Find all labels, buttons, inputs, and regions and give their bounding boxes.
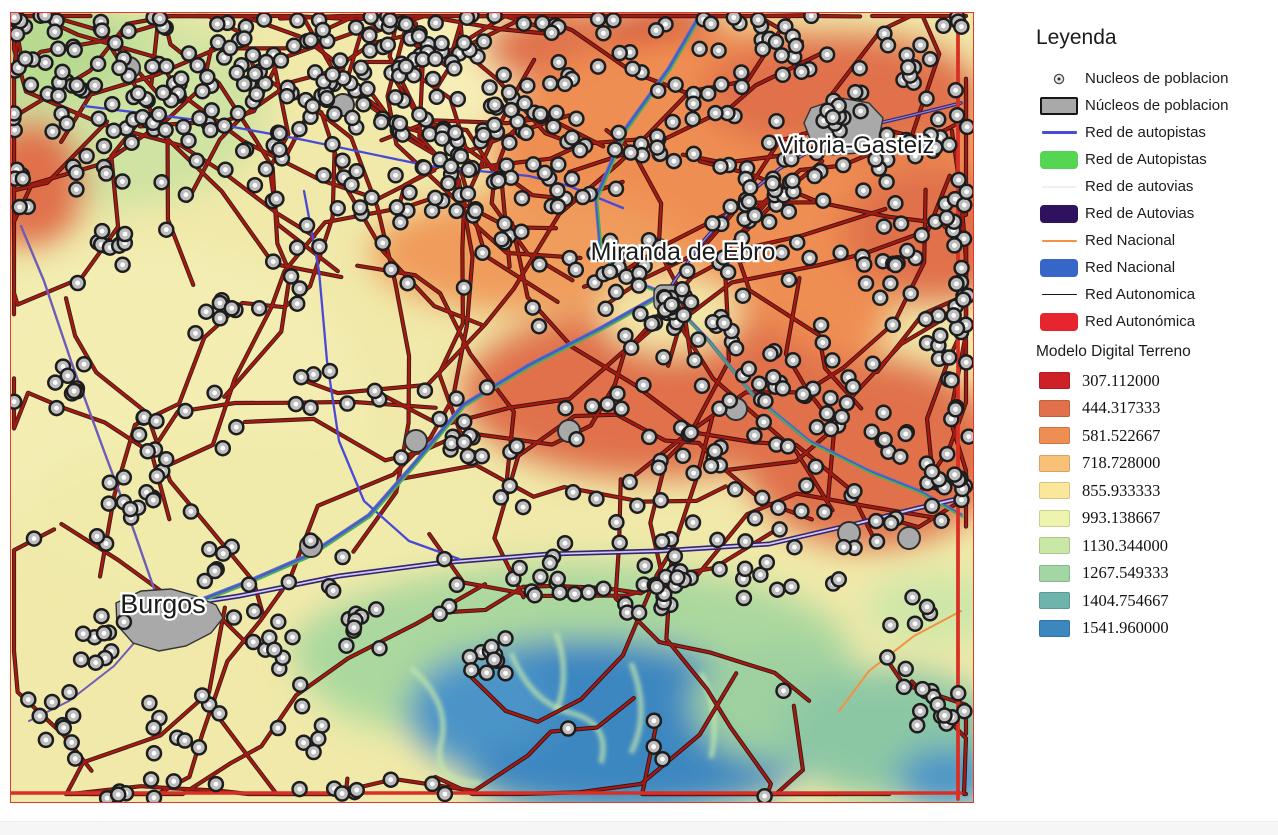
valley-texture bbox=[409, 632, 717, 786]
map-canvas[interactable]: Vitoria-Gasteiz Miranda de Ebro Burgos bbox=[10, 12, 974, 803]
raster-class-swatch bbox=[1039, 537, 1070, 555]
raster-class-row: 1130.344000 bbox=[1036, 532, 1274, 560]
raster-class-row: 1404.754667 bbox=[1036, 587, 1274, 615]
legend-items: Nucleos de poblacion Núcleos de poblacion… bbox=[1036, 65, 1274, 335]
point-marker-icon bbox=[1036, 71, 1082, 87]
raster-class-swatch bbox=[1039, 372, 1070, 390]
legend-title: Leyenda bbox=[1036, 26, 1117, 49]
legend-item-label: Red de autopistas bbox=[1085, 124, 1206, 141]
line-swatch-icon bbox=[1036, 185, 1082, 188]
raster-class-row: 1541.960000 bbox=[1036, 615, 1274, 643]
raster-class-row: 307.112000 bbox=[1036, 367, 1274, 395]
polygon-swatch-icon bbox=[1036, 258, 1082, 277]
legend-item-label: Red de autovias bbox=[1085, 178, 1194, 195]
legend-item-label: Red Nacional bbox=[1085, 232, 1176, 249]
legend-item: Red de autovias bbox=[1036, 173, 1274, 200]
raster-class-swatch bbox=[1039, 592, 1070, 610]
raster-class-swatch bbox=[1039, 454, 1070, 472]
raster-class-row: 993.138667 bbox=[1036, 505, 1274, 533]
raster-class-value: 855.933333 bbox=[1082, 480, 1161, 500]
raster-class-row: 855.933333 bbox=[1036, 477, 1274, 505]
raster-class-value: 1541.960000 bbox=[1082, 618, 1169, 638]
raster-class-swatch bbox=[1039, 427, 1070, 445]
legend-raster-title: Modelo Digital Terreno bbox=[1036, 343, 1191, 360]
raster-class-row: 1267.549333 bbox=[1036, 560, 1274, 588]
raster-class-value: 307.112000 bbox=[1082, 370, 1160, 390]
legend-panel: Leyenda Nucleos de poblacion Núcleos de p… bbox=[1036, 26, 1274, 642]
city-label: Vitoria-Gasteiz bbox=[778, 132, 935, 159]
line-swatch-icon bbox=[1036, 293, 1082, 296]
city-label: Miranda de Ebro bbox=[591, 238, 776, 266]
raster-class-value: 1404.754667 bbox=[1082, 590, 1169, 610]
raster-class-value: 444.317333 bbox=[1082, 398, 1161, 418]
line-swatch-icon bbox=[1036, 239, 1082, 242]
polygon-swatch-icon bbox=[1036, 312, 1082, 331]
raster-class-value: 581.522667 bbox=[1082, 425, 1161, 445]
raster-class-swatch bbox=[1039, 564, 1070, 582]
legend-item: Red Autonómica bbox=[1036, 308, 1274, 335]
raster-class-value: 1130.344000 bbox=[1082, 535, 1169, 555]
legend-item-label: Red Autonómica bbox=[1085, 313, 1196, 330]
legend-item-label: Red Nacional bbox=[1085, 259, 1176, 276]
legend-item-label: Núcleos de poblacion bbox=[1085, 97, 1229, 114]
raster-class-swatch bbox=[1039, 482, 1070, 500]
legend-item-label: Nucleos de poblacion bbox=[1085, 70, 1229, 87]
raster-class-row: 581.522667 bbox=[1036, 422, 1274, 450]
raster-class-swatch bbox=[1039, 399, 1070, 417]
line-swatch-icon bbox=[1036, 131, 1082, 134]
polygon-swatch-icon bbox=[1036, 150, 1082, 169]
legend-item: Núcleos de poblacion bbox=[1036, 92, 1274, 119]
raster-class-swatch bbox=[1039, 619, 1070, 637]
legend-item-label: Red Autonomica bbox=[1085, 286, 1196, 303]
legend-item-label: Red de Autovias bbox=[1085, 205, 1195, 222]
legend-item: Red de Autopistas bbox=[1036, 146, 1274, 173]
raster-class-value: 718.728000 bbox=[1082, 453, 1161, 473]
polygon-swatch-icon bbox=[1036, 96, 1082, 115]
map-svg: Vitoria-Gasteiz Miranda de Ebro Burgos bbox=[11, 13, 973, 802]
legend-item: Red Nacional bbox=[1036, 254, 1274, 281]
raster-class-swatch bbox=[1039, 509, 1070, 527]
legend-item: Red de autopistas bbox=[1036, 119, 1274, 146]
city-label: Burgos bbox=[120, 589, 206, 619]
legend-item: Red Autonomica bbox=[1036, 281, 1274, 308]
legend-item: Red Nacional bbox=[1036, 227, 1274, 254]
legend-item-label: Red de Autopistas bbox=[1085, 151, 1207, 168]
raster-class-row: 444.317333 bbox=[1036, 395, 1274, 423]
legend-raster-ramp: 307.112000 444.317333 581.522667 718.728000… bbox=[1036, 367, 1274, 642]
raster-class-value: 993.138667 bbox=[1082, 508, 1161, 528]
raster-class-row: 718.728000 bbox=[1036, 450, 1274, 478]
legend-item: Nucleos de poblacion bbox=[1036, 65, 1274, 92]
legend-item: Red de Autovias bbox=[1036, 200, 1274, 227]
bottom-bar bbox=[0, 821, 1278, 835]
labels-layer: Vitoria-Gasteiz Miranda de Ebro Burgos bbox=[118, 130, 937, 622]
polygon-swatch-icon bbox=[1036, 204, 1082, 223]
raster-class-value: 1267.549333 bbox=[1082, 563, 1169, 583]
